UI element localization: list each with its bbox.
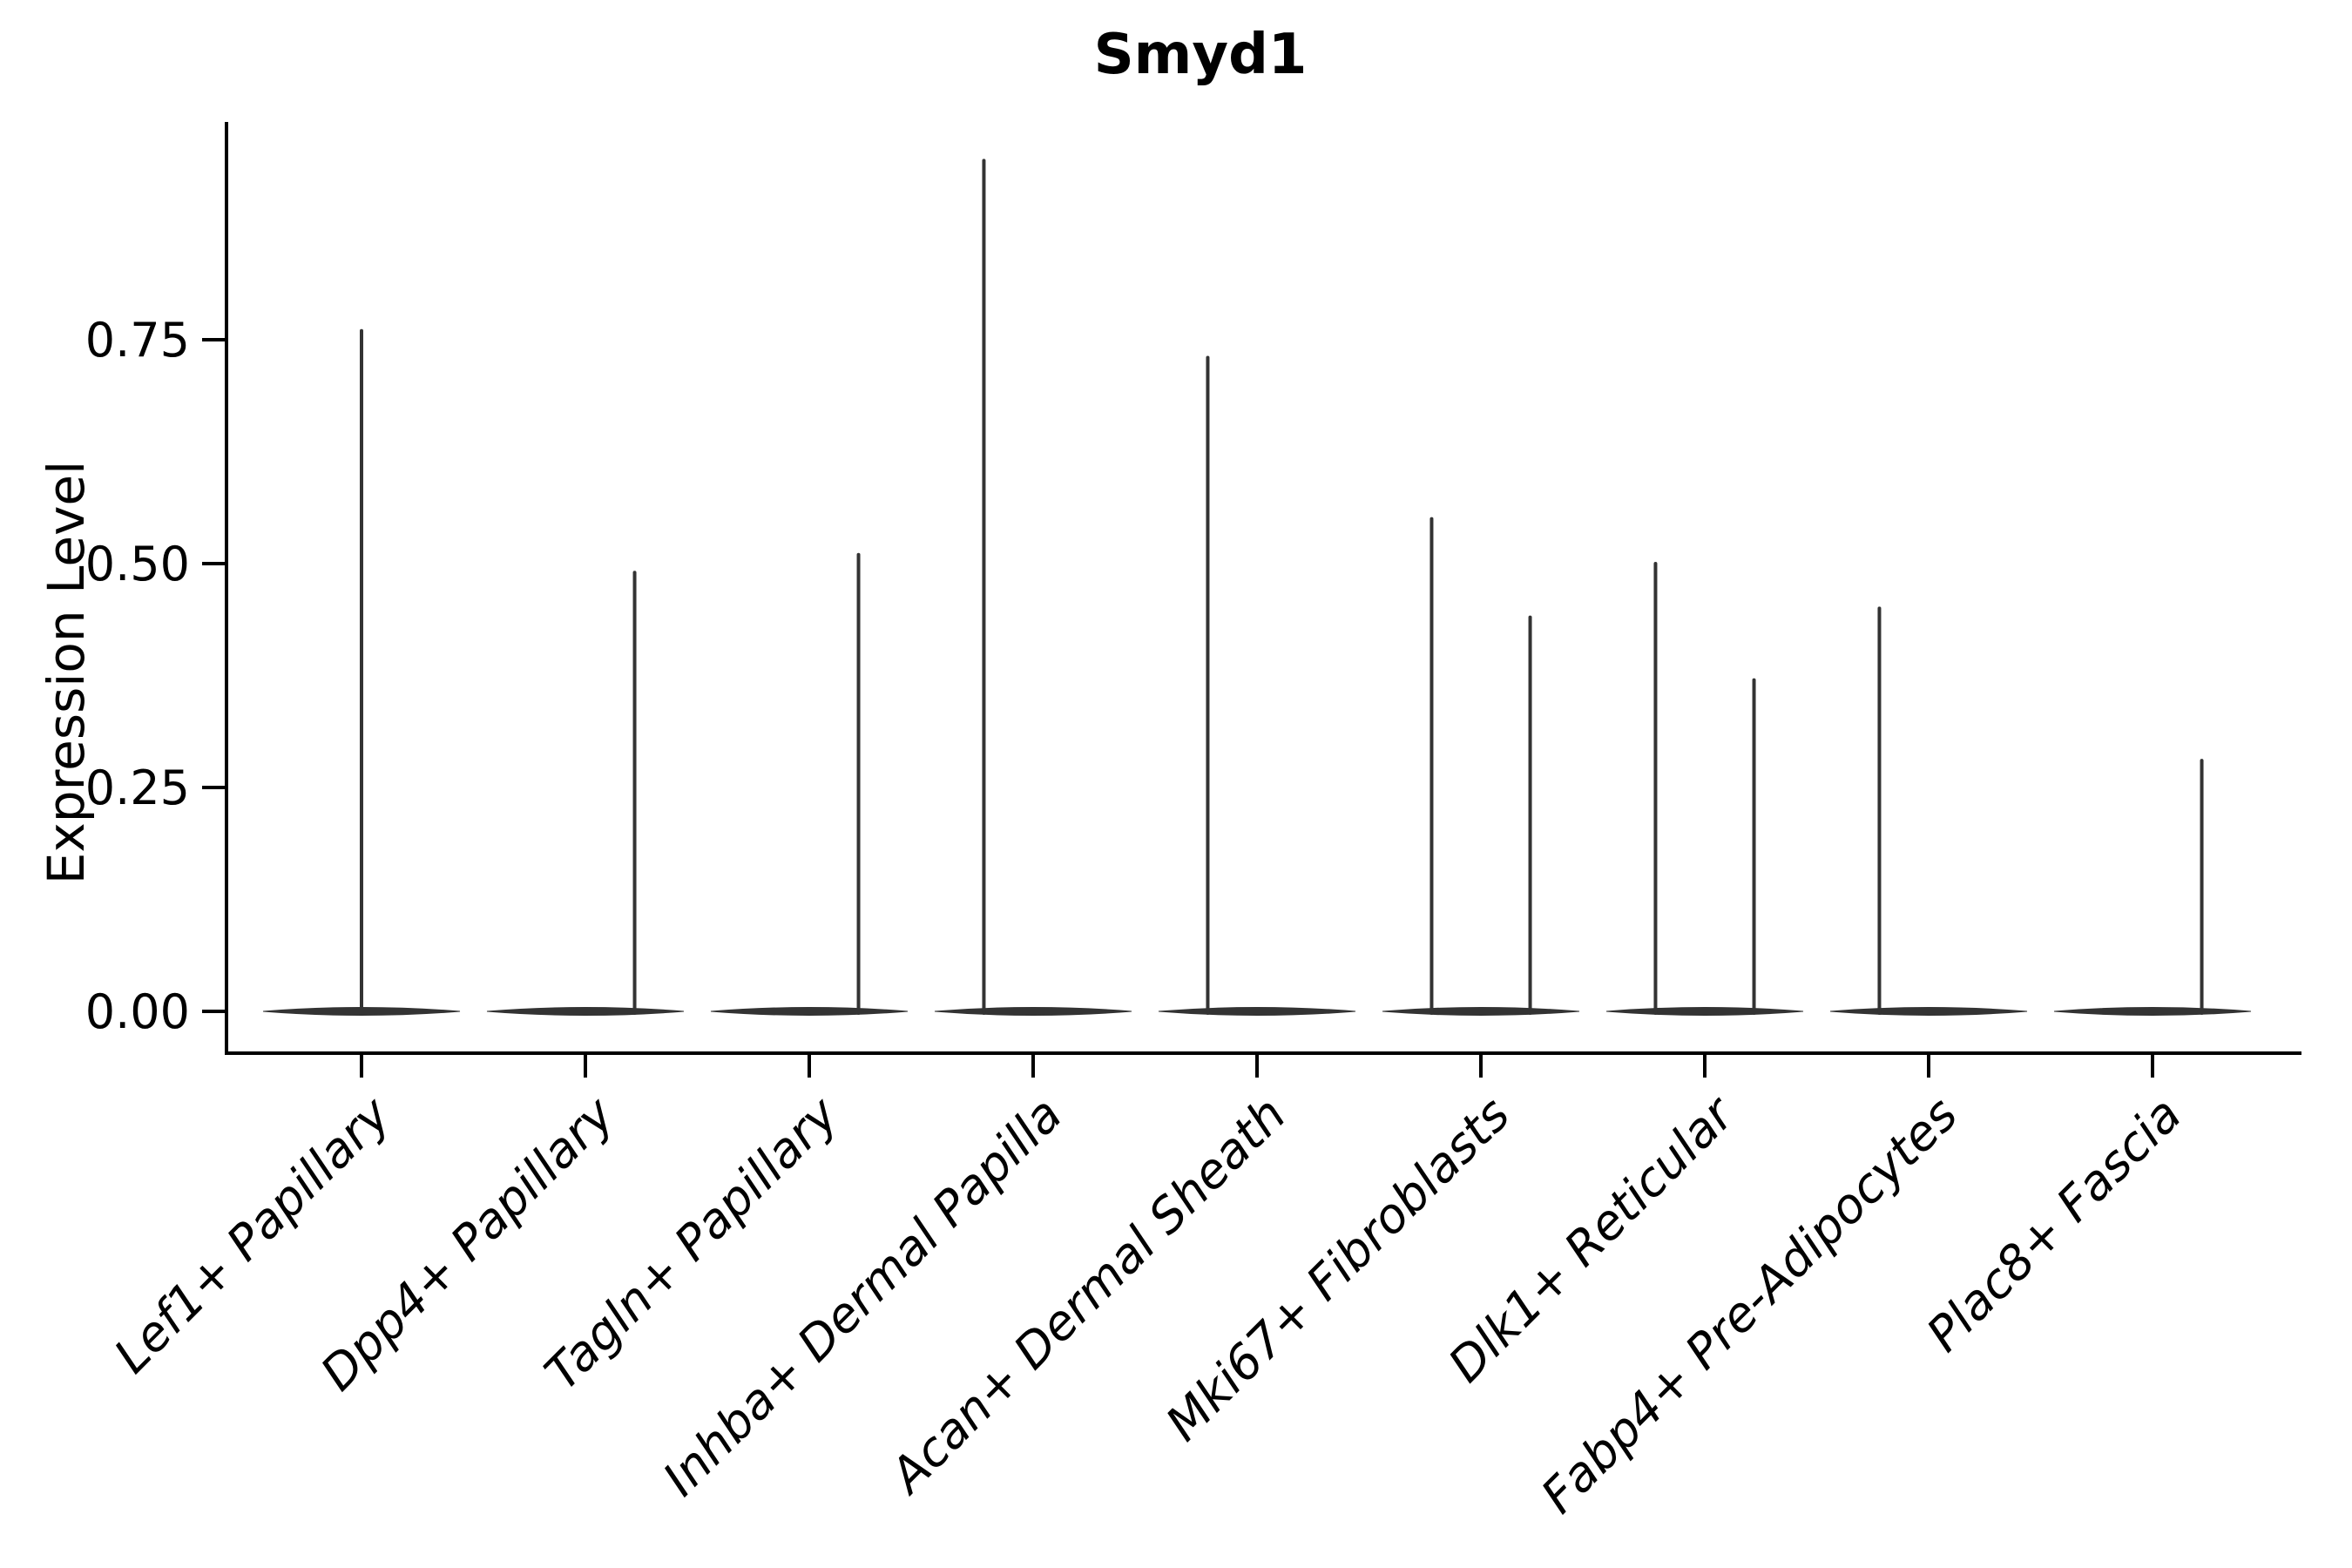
violin-body <box>1382 1007 1580 1016</box>
y-tick-label: 0.00 <box>85 984 190 1039</box>
y-tick-label: 0.50 <box>85 537 190 591</box>
violin-body <box>2053 1007 2252 1016</box>
violin-body <box>486 1007 685 1016</box>
x-tick-label: Fabp4+ Pre-Adipocytes <box>1531 1086 1968 1524</box>
violin-body <box>1158 1007 1356 1016</box>
chart-title: Smyd1 <box>1093 23 1308 87</box>
y-tick-label: 0.75 <box>85 313 190 368</box>
x-tick-label: Inhba+ Dermal Papilla <box>652 1086 1072 1506</box>
violin-body <box>710 1007 909 1016</box>
y-tick-label: 0.25 <box>85 760 190 815</box>
violin-body <box>1605 1007 1804 1016</box>
violin-body <box>934 1007 1132 1016</box>
violin-body <box>1829 1007 2028 1016</box>
x-tick-label: Acan+ Dermal Sheath <box>878 1086 1297 1505</box>
